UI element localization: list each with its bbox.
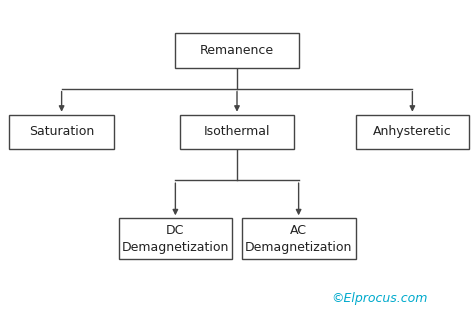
FancyBboxPatch shape [9,115,114,149]
FancyBboxPatch shape [356,115,469,149]
Text: AC
Demagnetization: AC Demagnetization [245,224,352,254]
Text: DC
Demagnetization: DC Demagnetization [122,224,229,254]
FancyBboxPatch shape [118,218,232,259]
Text: ©Elprocus.com: ©Elprocus.com [331,292,428,305]
Text: Remanence: Remanence [200,44,274,57]
FancyBboxPatch shape [175,33,299,68]
Text: Isothermal: Isothermal [204,125,270,138]
FancyBboxPatch shape [242,218,356,259]
Text: Saturation: Saturation [29,125,94,138]
FancyBboxPatch shape [180,115,294,149]
Text: Anhysteretic: Anhysteretic [373,125,452,138]
